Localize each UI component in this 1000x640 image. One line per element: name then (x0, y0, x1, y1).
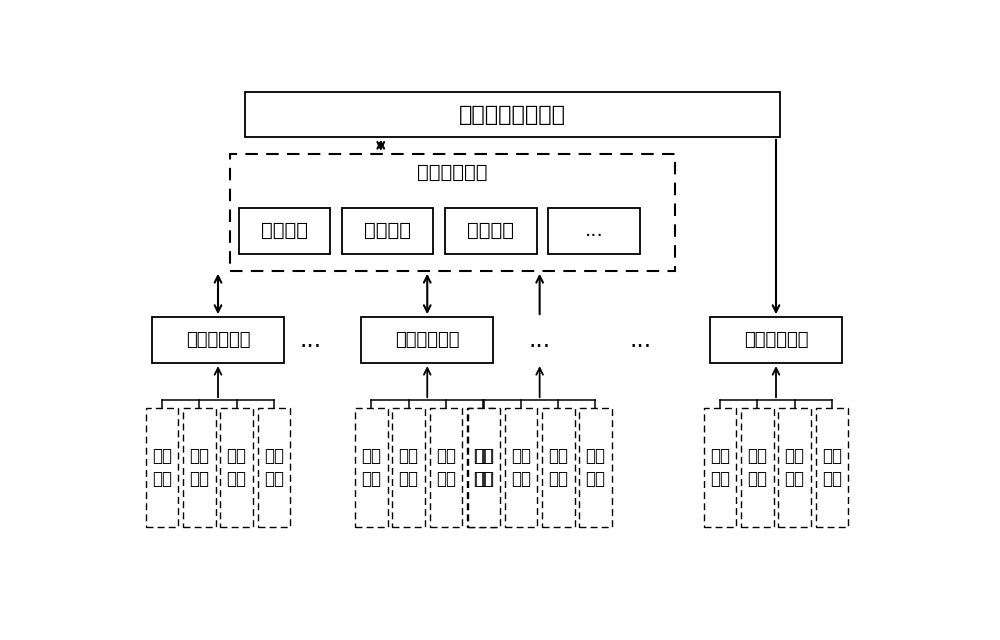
Bar (468, 408, 500, 527)
Bar (239, 208, 330, 254)
Bar (816, 408, 848, 527)
Bar (361, 317, 493, 364)
Text: 碳流监控终端: 碳流监控终端 (395, 331, 460, 349)
Bar (579, 408, 612, 527)
Text: 碳流监控终端: 碳流监控终端 (186, 331, 250, 349)
Text: 碳流核算: 碳流核算 (261, 221, 308, 240)
Bar (445, 208, 537, 254)
Bar (704, 408, 736, 527)
Bar (152, 317, 284, 364)
Bar (741, 408, 774, 527)
Text: 环境
参数: 环境 参数 (264, 447, 284, 488)
Bar (146, 408, 178, 527)
Text: 状态
参数: 状态 参数 (227, 447, 247, 488)
Bar (467, 408, 499, 527)
Bar (258, 408, 290, 527)
Text: 热工
参数: 热工 参数 (511, 447, 531, 488)
Text: 碳流分析: 碳流分析 (364, 221, 411, 240)
Text: 环境
参数: 环境 参数 (473, 447, 493, 488)
Text: 环境
参数: 环境 参数 (585, 447, 605, 488)
Bar (183, 408, 216, 527)
Text: 状态
参数: 状态 参数 (785, 447, 805, 488)
Text: 电气
参数: 电气 参数 (474, 447, 494, 488)
Bar (355, 408, 388, 527)
Text: ...: ... (300, 328, 322, 352)
Bar (342, 208, 433, 254)
Text: 碳流边缘终端: 碳流边缘终端 (417, 163, 488, 182)
Text: 电气
参数: 电气 参数 (361, 447, 381, 488)
Bar (542, 408, 574, 527)
Text: 热工
参数: 热工 参数 (747, 447, 767, 488)
Bar (220, 408, 253, 527)
Text: ...: ... (629, 328, 651, 352)
Text: ...: ... (529, 328, 551, 352)
Text: 优化调控: 优化调控 (467, 221, 514, 240)
Text: 电气
参数: 电气 参数 (710, 447, 730, 488)
Text: 电气
参数: 电气 参数 (152, 447, 172, 488)
Bar (505, 408, 537, 527)
Bar (392, 408, 425, 527)
Text: 碳流监控终端: 碳流监控终端 (744, 331, 808, 349)
Text: ...: ... (584, 221, 603, 240)
Bar (548, 208, 640, 254)
Bar (230, 154, 675, 271)
Bar (430, 408, 462, 527)
Bar (245, 92, 780, 137)
Text: 状态
参数: 状态 参数 (548, 447, 568, 488)
Text: 状态
参数: 状态 参数 (436, 447, 456, 488)
Text: 热工
参数: 热工 参数 (189, 447, 209, 488)
Bar (778, 408, 811, 527)
Text: 环境
参数: 环境 参数 (822, 447, 842, 488)
Text: 碳流主站管理系统: 碳流主站管理系统 (459, 104, 566, 125)
Text: 热工
参数: 热工 参数 (399, 447, 419, 488)
Bar (710, 317, 842, 364)
